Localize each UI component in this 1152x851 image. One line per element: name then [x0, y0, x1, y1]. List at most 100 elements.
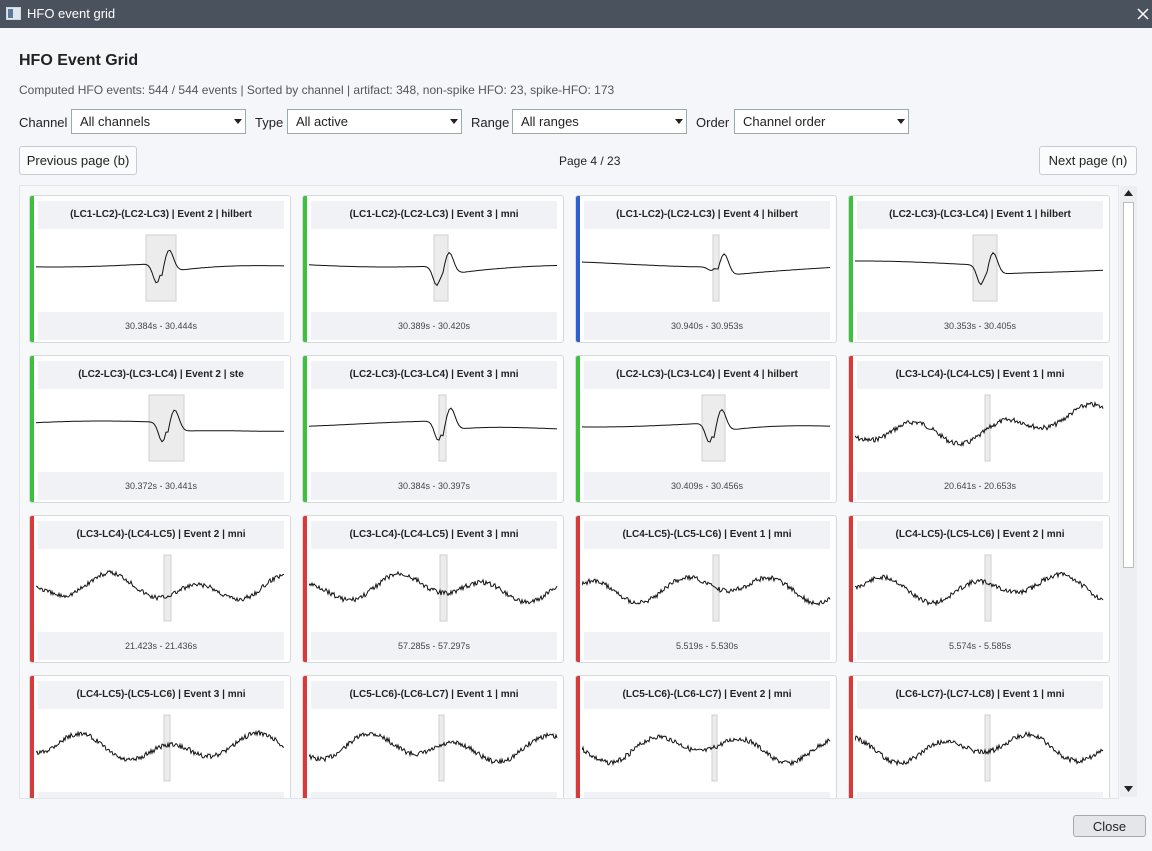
filter-label: Order: [696, 115, 730, 130]
type-indicator: [576, 356, 580, 502]
type-indicator: [30, 356, 34, 502]
previous-button[interactable]: Previous page (b): [19, 146, 137, 175]
event-window: [972, 234, 998, 302]
card-title: (LC5-LC6)-(LC6-LC7) | Event 1 | mni: [311, 681, 557, 709]
card-title: (LC3-LC4)-(LC4-LC5) | Event 1 | mni: [857, 361, 1103, 389]
event-window: [438, 714, 445, 782]
event-card[interactable]: (LC1-LC2)-(LC2-LC3) | Event 3 | mni 30.38…: [302, 195, 564, 343]
time-range: 5.574s - 5.585s: [857, 632, 1103, 660]
time-range: 30.372s - 30.441s: [38, 472, 284, 500]
event-card[interactable]: (LC1-LC2)-(LC2-LC3) | Event 4 | hilbert 3…: [575, 195, 837, 343]
event-card[interactable]: (LC3-LC4)-(LC4-LC5) | Event 2 | mni 21.42…: [29, 515, 291, 663]
card-title: (LC4-LC5)-(LC5-LC6) | Event 3 | mni: [38, 681, 284, 709]
type-indicator: [849, 516, 853, 662]
event-window: [148, 394, 185, 462]
waveform-plot: [855, 714, 1104, 782]
summary: Computed HFO events: 544 / 544 events | …: [19, 83, 615, 97]
event-card[interactable]: (LC3-LC4)-(LC4-LC5) | Event 1 | mni 20.64…: [848, 355, 1110, 503]
filter-value: All active: [296, 114, 349, 129]
type-indicator: [30, 196, 34, 342]
card-title: (LC1-LC2)-(LC2-LC3) | Event 2 | hilbert: [38, 201, 284, 229]
event-card[interactable]: (LC2-LC3)-(LC3-LC4) | Event 2 | ste 30.37…: [29, 355, 291, 503]
heading: HFO Event Grid: [19, 52, 139, 69]
event-card[interactable]: (LC3-LC4)-(LC4-LC5) | Event 3 | mni 57.28…: [302, 515, 564, 663]
type-indicator: [849, 356, 853, 502]
card-title: (LC2-LC3)-(LC3-LC4) | Event 3 | mni: [311, 361, 557, 389]
scroll-up[interactable]: [1124, 190, 1133, 196]
waveform-plot: [36, 554, 285, 622]
waveform: [36, 729, 284, 762]
waveform: [309, 407, 558, 441]
filter-select[interactable]: All ranges: [512, 109, 687, 134]
event-card[interactable]: (LC4-LC5)-(LC5-LC6) | Event 1 | mni 5.519…: [575, 515, 837, 663]
waveform: [582, 253, 831, 275]
event-window: [145, 234, 177, 302]
event-card[interactable]: (LC5-LC6)-(LC6-LC7) | Event 2 | mni: [575, 675, 837, 798]
waveform-plot: [309, 394, 558, 462]
card-title: (LC2-LC3)-(LC3-LC4) | Event 2 | ste: [38, 361, 284, 389]
waveform: [309, 732, 558, 765]
time-range: [584, 792, 830, 798]
type-indicator: [576, 196, 580, 342]
card-title: (LC3-LC4)-(LC4-LC5) | Event 2 | mni: [38, 521, 284, 549]
time-range: [38, 792, 284, 798]
title-bar: HFO event grid: [0, 0, 1152, 28]
waveform-plot: [855, 394, 1104, 462]
type-indicator: [30, 676, 34, 798]
card-title: (LC3-LC4)-(LC4-LC5) | Event 3 | mni: [311, 521, 557, 549]
dropdown-arrow: [897, 119, 905, 124]
waveform: [36, 409, 284, 443]
filter-select[interactable]: Channel order: [734, 109, 909, 134]
waveform-plot: [855, 234, 1104, 302]
waveform: [36, 249, 284, 284]
waveform-plot: [582, 714, 831, 782]
waveform-plot: [36, 714, 284, 782]
type-indicator: [303, 676, 307, 798]
time-range: 30.940s - 30.953s: [584, 312, 830, 340]
scroll-down[interactable]: [1124, 786, 1133, 792]
scrollbar[interactable]: [1120, 186, 1137, 797]
card-title: (LC1-LC2)-(LC2-LC3) | Event 4 | hilbert: [584, 201, 830, 229]
waveform: [582, 734, 831, 767]
close-icon[interactable]: [1137, 8, 1149, 20]
event-card[interactable]: (LC5-LC6)-(LC6-LC7) | Event 1 | mni: [302, 675, 564, 798]
event-window: [984, 714, 991, 782]
event-grid: (LC1-LC2)-(LC2-LC3) | Event 2 | hilbert 3…: [19, 185, 1119, 799]
next-button[interactable]: Next page (n): [1039, 146, 1137, 175]
event-window: [163, 554, 172, 622]
event-card[interactable]: (LC2-LC3)-(LC3-LC4) | Event 1 | hilbert 3…: [848, 195, 1110, 343]
time-range: 57.285s - 57.297s: [311, 632, 557, 660]
type-indicator: [303, 516, 307, 662]
event-window: [701, 394, 726, 462]
event-card[interactable]: (LC2-LC3)-(LC3-LC4) | Event 3 | mni 30.38…: [302, 355, 564, 503]
waveform-plot: [36, 394, 284, 462]
card-title: (LC2-LC3)-(LC3-LC4) | Event 4 | hilbert: [584, 361, 830, 389]
time-range: 30.389s - 30.420s: [311, 312, 557, 340]
event-card[interactable]: (LC4-LC5)-(LC5-LC6) | Event 2 | mni 5.574…: [848, 515, 1110, 663]
filter-value: All channels: [80, 114, 151, 129]
waveform-plot: [582, 394, 831, 462]
event-card[interactable]: (LC1-LC2)-(LC2-LC3) | Event 2 | hilbert 3…: [29, 195, 291, 343]
time-range: 30.409s - 30.456s: [584, 472, 830, 500]
event-window: [439, 554, 448, 622]
event-card[interactable]: (LC2-LC3)-(LC3-LC4) | Event 4 | hilbert 3…: [575, 355, 837, 503]
time-range: [857, 792, 1103, 798]
filter-select[interactable]: All active: [287, 109, 462, 134]
card-title: (LC4-LC5)-(LC5-LC6) | Event 2 | mni: [857, 521, 1103, 549]
filter-select[interactable]: All channels: [71, 109, 246, 134]
close-button[interactable]: Close: [1073, 815, 1146, 837]
event-card[interactable]: (LC4-LC5)-(LC5-LC6) | Event 3 | mni: [29, 675, 291, 798]
time-range: 21.423s - 21.436s: [38, 632, 284, 660]
time-range: 20.641s - 20.653s: [857, 472, 1103, 500]
card-title: (LC5-LC6)-(LC6-LC7) | Event 2 | mni: [584, 681, 830, 709]
app-icon: [6, 7, 21, 20]
waveform-plot: [309, 554, 558, 622]
event-window: [163, 714, 171, 782]
event-card[interactable]: (LC6-LC7)-(LC7-LC8) | Event 1 | mni: [848, 675, 1110, 798]
filter-value: Channel order: [743, 114, 826, 129]
scroll-thumb[interactable]: [1123, 202, 1134, 568]
time-range: 30.353s - 30.405s: [857, 312, 1103, 340]
waveform: [855, 730, 1104, 767]
waveform: [36, 569, 285, 602]
